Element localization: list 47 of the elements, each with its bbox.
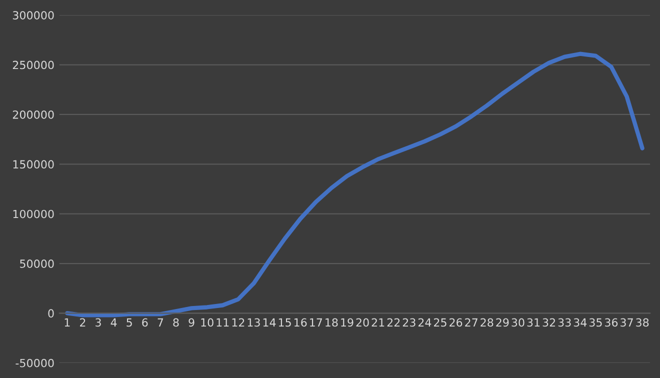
x-tick-label: 32 xyxy=(542,318,556,327)
x-tick-label: 30 xyxy=(512,318,524,327)
x-tick-label: 31 xyxy=(527,318,540,327)
x-tick-label: 1 xyxy=(64,318,70,327)
x-tick-label: 9 xyxy=(188,318,194,327)
x-tick-label: 3 xyxy=(96,318,101,327)
x-tick-label: 24 xyxy=(418,318,432,327)
x-tick-label: 21 xyxy=(372,318,384,327)
x-tick-label: 7 xyxy=(158,318,164,327)
x-tick-label: 33 xyxy=(558,318,571,327)
x-tick-label: 22 xyxy=(387,318,400,327)
y-tick-label: 300000 xyxy=(12,11,54,20)
x-tick-label: 27 xyxy=(465,318,478,327)
y-tick-label: 150000 xyxy=(13,160,54,169)
x-tick-label: 36 xyxy=(605,318,618,327)
x-tick-label: 6 xyxy=(142,318,148,327)
x-tick-label: 23 xyxy=(402,318,416,327)
x-tick-label: 11 xyxy=(216,318,229,327)
x-tick-label: 4 xyxy=(110,318,117,327)
x-tick-label: 25 xyxy=(434,318,446,327)
x-tick-label: 15 xyxy=(278,318,291,327)
x-tick-label: 8 xyxy=(173,318,179,327)
x-tick-label: 2 xyxy=(80,318,86,327)
x-tick-label: 16 xyxy=(294,318,307,327)
x-tick-label: 38 xyxy=(636,318,649,327)
x-tick-label: 13 xyxy=(248,318,260,327)
y-tick-label: -50000 xyxy=(16,358,54,368)
x-tick-label: 34 xyxy=(574,318,587,327)
y-tick-label: 100000 xyxy=(13,210,54,218)
x-tick-label: 28 xyxy=(480,318,494,327)
x-tick-label: 35 xyxy=(589,318,602,327)
x-tick-label: 10 xyxy=(201,318,214,327)
x-tick-label: 19 xyxy=(341,318,354,327)
x-tick-label: 14 xyxy=(263,318,276,327)
x-tick-label: 26 xyxy=(450,318,462,327)
x-tick-label: 20 xyxy=(356,318,369,327)
x-tick-label: 18 xyxy=(326,318,338,327)
y-tick-label: 250000 xyxy=(12,60,54,70)
y-tick-label: 200000 xyxy=(12,110,54,119)
y-tick-label: 0 xyxy=(48,309,54,318)
x-tick-label: 12 xyxy=(232,318,244,327)
x-tick-label: 37 xyxy=(620,318,633,327)
y-tick-label: 50000 xyxy=(20,259,54,268)
x-tick-label: 29 xyxy=(496,318,509,327)
x-tick-label: 17 xyxy=(310,318,322,327)
x-tick-label: 5 xyxy=(126,318,132,327)
line-series xyxy=(65,52,644,318)
